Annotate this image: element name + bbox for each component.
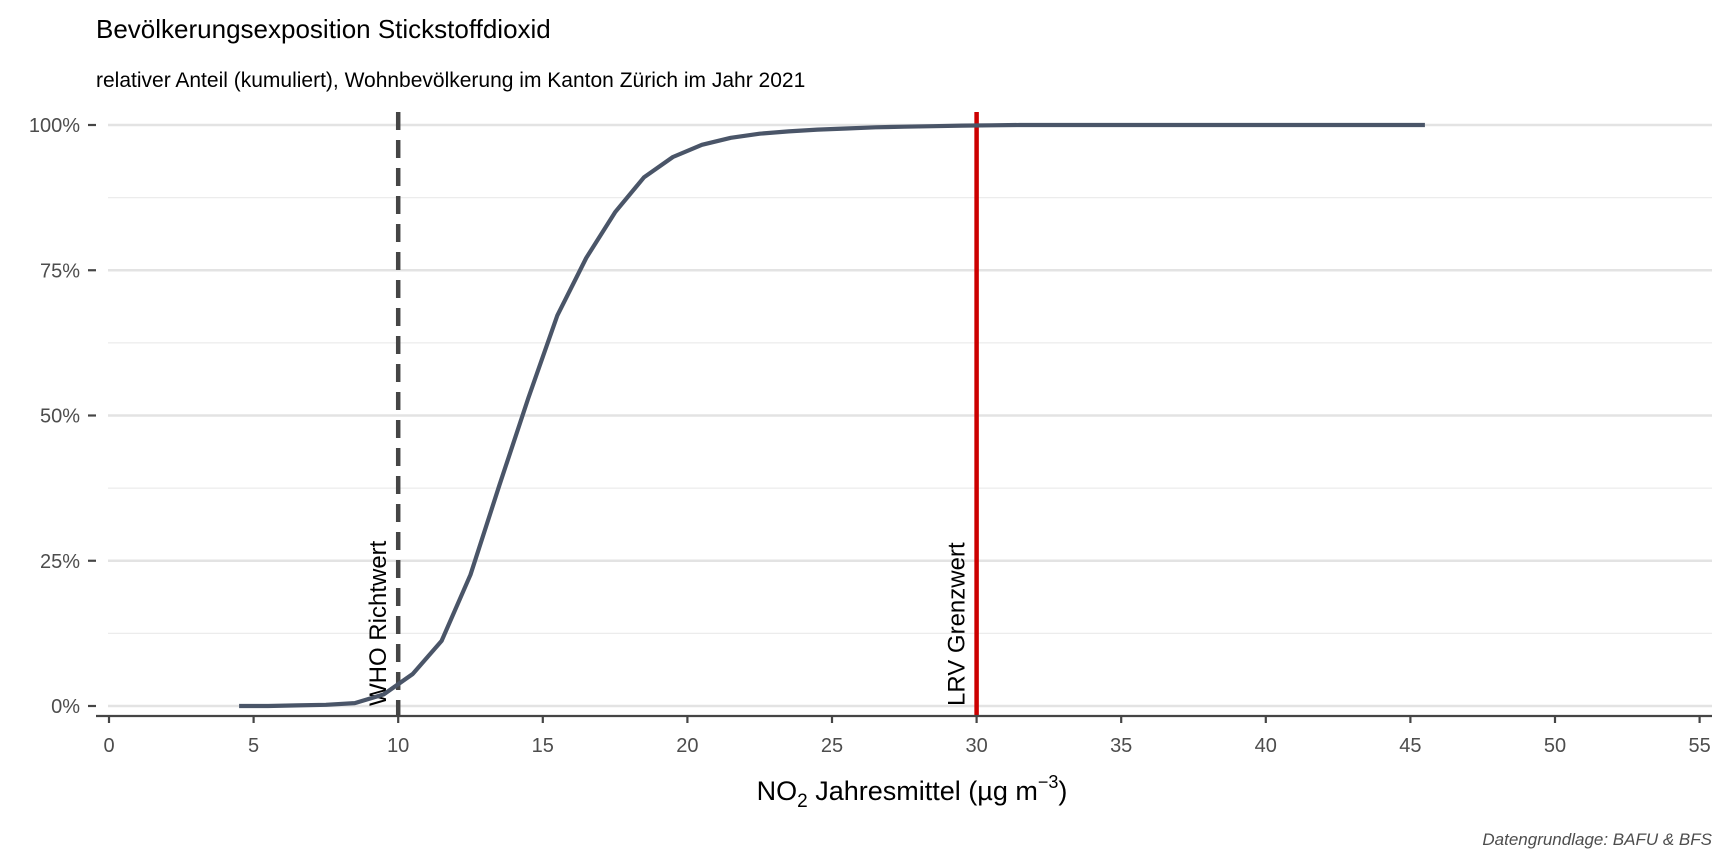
chart-subtitle: relativer Anteil (kumuliert), Wohnbevölk… xyxy=(96,69,805,92)
x-tick-label: 0 xyxy=(103,735,114,757)
x-tick-label: 40 xyxy=(1255,735,1277,757)
y-tick-label: 0% xyxy=(51,696,80,718)
y-tick-label: 100% xyxy=(29,115,80,137)
y-tick-label: 25% xyxy=(40,551,80,573)
plot-grid xyxy=(108,123,1712,708)
x-tick-label: 5 xyxy=(248,735,259,757)
x-tick-label: 15 xyxy=(532,735,554,757)
reference-line-label: WHO Richtwert xyxy=(365,540,392,706)
reference-lines: WHO Richtwert LRV Grenzwert xyxy=(365,112,979,716)
y-axis: 0% 25% 50% 75% 100% xyxy=(29,115,96,718)
x-axis-title: NO2 Jahresmittel (µg m−3) xyxy=(757,772,1068,812)
x-tick-label: 45 xyxy=(1399,735,1421,757)
x-tick-label: 10 xyxy=(387,735,409,757)
x-axis: 0 5 10 15 20 25 30 35 40 45 50 55 xyxy=(96,714,1712,757)
x-tick-label: 50 xyxy=(1544,735,1566,757)
series-layer xyxy=(239,122,1425,709)
x-tick-label: 30 xyxy=(965,735,987,757)
y-tick-label: 50% xyxy=(40,406,80,428)
chart-title: Bevölkerungsexposition Stickstoffdioxid xyxy=(96,14,551,44)
x-tick-label: 35 xyxy=(1110,735,1132,757)
x-tick-label: 55 xyxy=(1688,735,1710,757)
series-line xyxy=(239,122,1425,709)
reference-line-label: LRV Grenzwert xyxy=(944,542,971,706)
x-tick-label: 20 xyxy=(676,735,698,757)
x-tick-label: 25 xyxy=(821,735,843,757)
y-tick-label: 75% xyxy=(40,260,80,282)
caption: Datengrundlage: BAFU & BFS xyxy=(1482,830,1712,849)
